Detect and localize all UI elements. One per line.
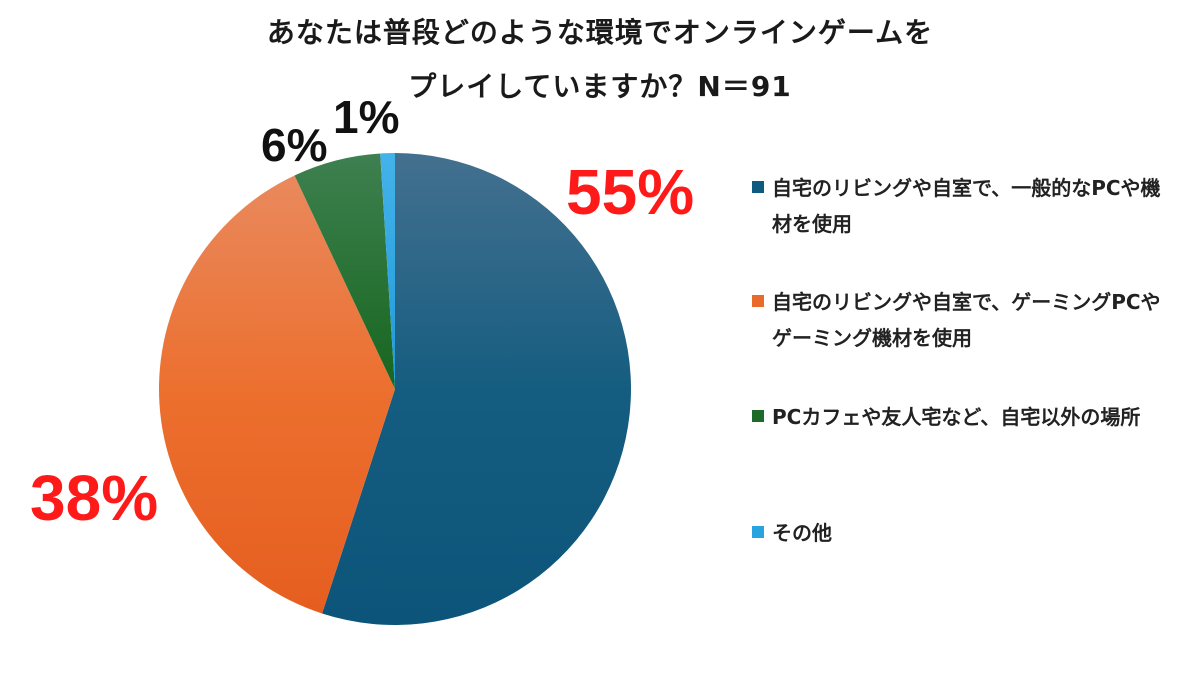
legend-swatch-outside-home [752, 410, 764, 422]
legend-item-outside-home: PCカフェや友人宅など、自宅以外の場所 [752, 399, 1162, 435]
pct-label-outside-home: 6% [261, 119, 328, 171]
legend-swatch-general-pc [752, 181, 764, 193]
legend-swatch-other [752, 526, 764, 538]
chart-title: あなたは普段どのような環境でオンラインゲームを プレイしていますか？N＝91 [200, 6, 1000, 114]
chart-title-line-2: プレイしていますか？N＝91 [408, 70, 792, 103]
pie-slice-gaming-pc [158, 175, 395, 614]
legend-label-general-pc: 自宅のリビングや自室で、一般的なPCや機材を使用 [772, 176, 1161, 236]
legend-item-gaming-pc: 自宅のリビングや自室で、ゲーミングPCやゲーミング機材を使用 [752, 284, 1162, 356]
pct-label-general-pc: 55% [566, 156, 695, 228]
legend-item-general-pc: 自宅のリビングや自室で、一般的なPCや機材を使用 [752, 170, 1162, 242]
legend-item-other: その他 [752, 515, 1162, 551]
legend-swatch-gaming-pc [752, 295, 764, 307]
chart-title-line-1: あなたは普段どのような環境でオンラインゲームを [266, 16, 934, 49]
legend-label-gaming-pc: 自宅のリビングや自室で、ゲーミングPCやゲーミング機材を使用 [772, 290, 1161, 350]
pie-slice-other [380, 153, 395, 389]
pie-slice-outside-home [294, 153, 395, 389]
pct-label-gaming-pc: 38% [30, 462, 159, 534]
pct-label-other: 1% [333, 91, 400, 143]
pie-slice-general-pc [322, 153, 631, 625]
legend-label-other: その他 [772, 521, 832, 545]
legend-label-outside-home: PCカフェや友人宅など、自宅以外の場所 [772, 405, 1141, 429]
